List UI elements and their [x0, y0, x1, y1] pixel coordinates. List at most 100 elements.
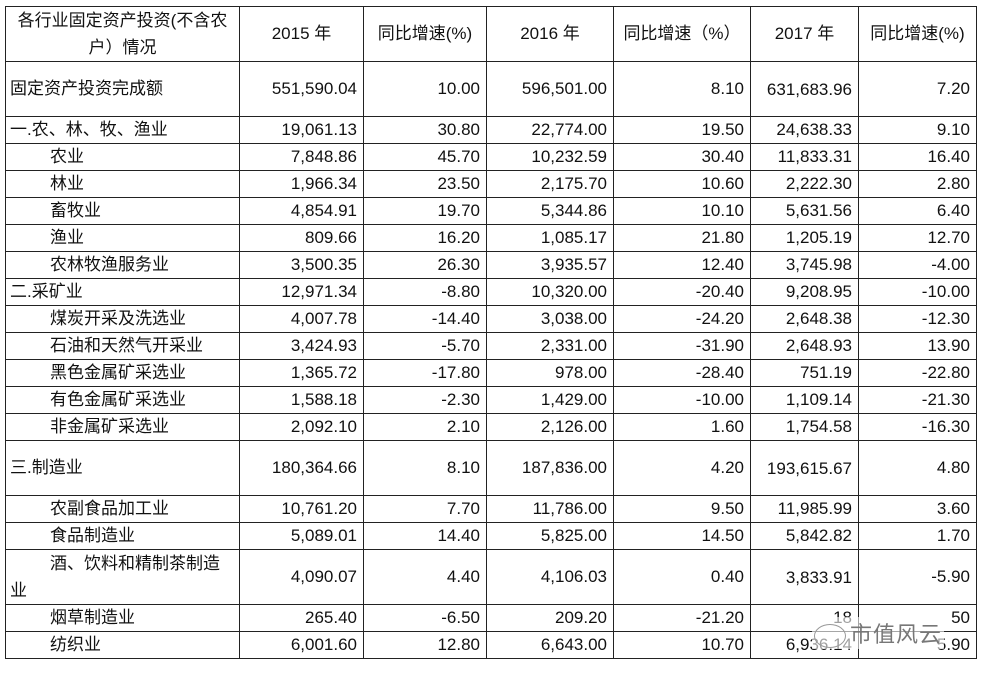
watermark-text: 市值风云 [850, 622, 943, 647]
growth-2017: 7.20 [858, 61, 977, 117]
value-2015: 1,588.18 [239, 386, 364, 414]
value-2017: 9,208.95 [750, 278, 859, 306]
watermark: 市值风云 [812, 617, 945, 649]
investment-table: 各行业固定资产投资(不含农户）情况 2015 年 同比增速(%) 2016 年 … [5, 6, 977, 659]
row-label: 固定资产投资完成额 [5, 61, 240, 117]
growth-2017: -10.00 [858, 278, 977, 306]
value-2015: 809.66 [239, 224, 364, 252]
growth-2015: -17.80 [363, 359, 487, 387]
value-2017: 3,833.91 [750, 549, 859, 605]
header-row: 各行业固定资产投资(不含农户）情况 2015 年 同比增速(%) 2016 年 … [5, 6, 977, 62]
growth-2017: 4.80 [858, 440, 977, 496]
growth-2015: 10.00 [363, 61, 487, 117]
growth-2016: -20.40 [613, 278, 751, 306]
value-2017: 1,754.58 [750, 413, 859, 441]
row-label: 石油和天然气开采业 [5, 332, 240, 360]
header-category: 各行业固定资产投资(不含农户）情况 [5, 6, 240, 62]
value-2016: 3,935.57 [486, 251, 614, 279]
growth-2017: -22.80 [858, 359, 977, 387]
value-2017: 193,615.67 [750, 440, 859, 496]
growth-2016: -28.40 [613, 359, 751, 387]
row-label: 林业 [5, 170, 240, 198]
growth-2017: -12.30 [858, 305, 977, 333]
growth-2015: -6.50 [363, 604, 487, 632]
row-label: 农林牧渔服务业 [5, 251, 240, 279]
value-2017: 11,985.99 [750, 495, 859, 523]
value-2016: 5,825.00 [486, 522, 614, 550]
row-label: 渔业 [5, 224, 240, 252]
growth-2015: 26.30 [363, 251, 487, 279]
growth-2016: 14.50 [613, 522, 751, 550]
growth-2017: 9.10 [858, 116, 977, 144]
growth-2016: -21.20 [613, 604, 751, 632]
value-2017: 3,745.98 [750, 251, 859, 279]
table-row: 畜牧业 4,854.91 19.70 5,344.86 10.10 5,631.56 6.4… [5, 197, 977, 225]
value-2017: 751.19 [750, 359, 859, 387]
growth-2015: 2.10 [363, 413, 487, 441]
header-2017: 2017 年 [750, 6, 859, 62]
value-2016: 10,232.59 [486, 143, 614, 171]
value-2015: 4,854.91 [239, 197, 364, 225]
growth-2017: -5.90 [858, 549, 977, 605]
growth-2016: 10.70 [613, 631, 751, 659]
growth-2015: 30.80 [363, 116, 487, 144]
growth-2016: 4.20 [613, 440, 751, 496]
growth-2016: 1.60 [613, 413, 751, 441]
table-row: 黑色金属矿采选业 1,365.72 -17.80 978.00 -28.40 751.19… [5, 359, 977, 387]
value-2016: 5,344.86 [486, 197, 614, 225]
value-2016: 596,501.00 [486, 61, 614, 117]
value-2015: 551,590.04 [239, 61, 364, 117]
value-2016: 209.20 [486, 604, 614, 632]
growth-2017: 1.70 [858, 522, 977, 550]
header-2016: 2016 年 [486, 6, 614, 62]
growth-2017: 2.80 [858, 170, 977, 198]
table-row: 林业 1,966.34 23.50 2,175.70 10.60 2,222.30 2.80 [5, 170, 977, 198]
value-2016: 1,085.17 [486, 224, 614, 252]
row-label: 一.农、林、牧、渔业 [5, 116, 240, 144]
value-2015: 4,090.07 [239, 549, 364, 605]
value-2015: 19,061.13 [239, 116, 364, 144]
growth-2017: -4.00 [858, 251, 977, 279]
header-growth-2015: 同比增速(%) [363, 6, 487, 62]
growth-2016: 12.40 [613, 251, 751, 279]
growth-2017: 16.40 [858, 143, 977, 171]
growth-2015: 4.40 [363, 549, 487, 605]
value-2016: 978.00 [486, 359, 614, 387]
table-row: 农林牧渔服务业 3,500.35 26.30 3,935.57 12.40 3,745.9… [5, 251, 977, 279]
value-2015: 4,007.78 [239, 305, 364, 333]
growth-2015: 12.80 [363, 631, 487, 659]
value-2015: 6,001.60 [239, 631, 364, 659]
row-label: 煤炭开采及洗选业 [5, 305, 240, 333]
value-2016: 2,331.00 [486, 332, 614, 360]
value-2015: 12,971.34 [239, 278, 364, 306]
growth-2015: 23.50 [363, 170, 487, 198]
value-2017: 24,638.33 [750, 116, 859, 144]
row-label: 酒、饮料和精制茶制造业 [5, 549, 240, 605]
value-2016: 2,175.70 [486, 170, 614, 198]
growth-2016: -24.20 [613, 305, 751, 333]
value-2016: 22,774.00 [486, 116, 614, 144]
growth-2015: -14.40 [363, 305, 487, 333]
value-2015: 1,966.34 [239, 170, 364, 198]
table-row: 渔业 809.66 16.20 1,085.17 21.80 1,205.19 12.70 [5, 224, 977, 252]
row-label: 黑色金属矿采选业 [5, 359, 240, 387]
growth-2017: 3.60 [858, 495, 977, 523]
row-label: 农业 [5, 143, 240, 171]
value-2015: 3,424.93 [239, 332, 364, 360]
value-2017: 2,222.30 [750, 170, 859, 198]
row-label: 食品制造业 [5, 522, 240, 550]
table-row: 纺织业6,001.6012.806,643.0010.706,936.145.9… [5, 631, 977, 659]
table-row: 石油和天然气开采业 3,424.93 -5.70 2,331.00 -31.90 2,64… [5, 332, 977, 360]
table-row: 有色金属矿采选业 1,588.18 -2.30 1,429.00 -10.00 1,109… [5, 386, 977, 414]
header-2015: 2015 年 [239, 6, 364, 62]
growth-2016: 19.50 [613, 116, 751, 144]
value-2017: 2,648.38 [750, 305, 859, 333]
growth-2016: 8.10 [613, 61, 751, 117]
growth-2017: 13.90 [858, 332, 977, 360]
growth-2017: -16.30 [858, 413, 977, 441]
value-2016: 2,126.00 [486, 413, 614, 441]
value-2017: 631,683.96 [750, 61, 859, 117]
value-2015: 5,089.01 [239, 522, 364, 550]
value-2015: 265.40 [239, 604, 364, 632]
table-row: 煤炭开采及洗选业 4,007.78 -14.40 3,038.00 -24.20 2,64… [5, 305, 977, 333]
